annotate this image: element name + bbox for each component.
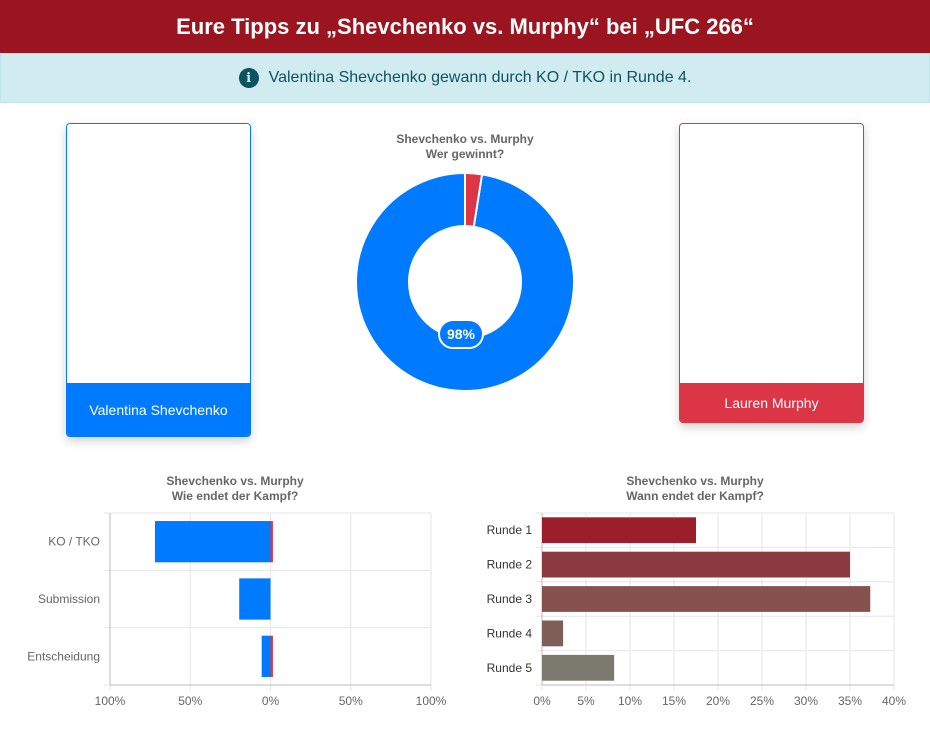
round-x-tick-label: 35%	[838, 694, 862, 708]
info-circle-icon: i	[238, 68, 259, 88]
round-category-label: Runde 1	[487, 523, 533, 537]
fighter-name-shevchenko: Valentina Shevchenko	[67, 383, 250, 436]
round-x-tick-label: 25%	[750, 694, 774, 708]
winner-donut-chart: 98%	[355, 171, 575, 392]
winner-chart-title-line2: Wer gewinnt?	[425, 147, 505, 161]
method-bar-murphy	[270, 635, 273, 677]
round-category-label: Runde 2	[487, 558, 533, 572]
method-chart-title-line2: Wie endet der Kampf?	[171, 489, 299, 503]
round-bar-2	[542, 551, 850, 578]
method-x-tick-label: 100%	[416, 694, 447, 708]
round-x-tick-label: 0%	[533, 694, 551, 708]
round-x-tick-label: 5%	[577, 694, 595, 708]
method-bar-chart: 100% 50% 0% 50% 100% KO / TKO Submission Entsch…	[27, 512, 447, 708]
winner-chart-title-line1: Shevchenko vs. Murphy	[396, 132, 534, 146]
round-chart-title-line2: Wann endet der Kampf?	[626, 489, 764, 503]
fighter-card-shevchenko[interactable]: Valentina Shevchenko	[66, 123, 251, 437]
round-category-label: Runde 5	[487, 661, 533, 675]
round-x-tick-label: 20%	[706, 694, 730, 708]
round-category-label: Runde 3	[487, 592, 533, 606]
round-chart-title: Shevchenko vs. Murphy Wann endet der Kam…	[570, 474, 820, 504]
method-bar-shevchenko	[261, 635, 271, 677]
round-category-label: Runde 4	[487, 626, 533, 640]
fighter-image-murphy	[680, 124, 863, 385]
method-category-label: Entscheidung	[27, 649, 100, 663]
round-bar-1	[542, 517, 696, 544]
method-x-tick-label: 50%	[178, 694, 202, 708]
round-bar-3	[542, 586, 871, 612]
page-header: Eure Tipps zu „Shevchenko vs. Murphy“ be…	[0, 0, 930, 53]
donut-data-label-bg	[438, 319, 484, 349]
round-x-tick-label: 10%	[618, 694, 642, 708]
method-category-label: KO / TKO	[48, 535, 100, 549]
winner-chart-title: Shevchenko vs. Murphy Wer gewinnt?	[335, 132, 595, 162]
fighter-name-murphy: Lauren Murphy	[680, 383, 863, 422]
method-x-tick-label: 50%	[339, 694, 363, 708]
result-alert: i Valentina Shevchenko gewann durch KO /…	[0, 53, 930, 103]
round-x-tick-label: 15%	[662, 694, 686, 708]
method-x-tick-label: 0%	[262, 694, 280, 708]
method-bar-shevchenko	[154, 521, 271, 563]
donut-data-label: 98%	[447, 326, 476, 342]
method-category-label: Submission	[38, 592, 100, 606]
method-x-tick-label: 100%	[95, 694, 126, 708]
method-bar-shevchenko	[239, 578, 271, 620]
donut-slice-murphy	[464, 171, 484, 228]
method-chart-title: Shevchenko vs. Murphy Wie endet der Kamp…	[110, 474, 360, 504]
round-bar-chart: 0% 5% 10% 15% 20% 25% 30% 35% 40% Runde 1 Runde 2 R…	[487, 512, 906, 708]
result-text: Valentina Shevchenko gewann durch KO / T…	[268, 69, 692, 86]
page-title: Eure Tipps zu „Shevchenko vs. Murphy“ be…	[176, 13, 754, 39]
round-x-tick-label: 40%	[882, 694, 906, 708]
donut-slice-shevchenko	[355, 171, 575, 392]
round-x-tick-label: 30%	[794, 694, 818, 708]
fighter-card-murphy[interactable]: Lauren Murphy	[679, 123, 864, 423]
round-chart-title-line1: Shevchenko vs. Murphy	[626, 474, 764, 488]
method-bar-murphy	[270, 521, 273, 563]
round-bar-4	[542, 620, 564, 647]
method-chart-title-line1: Shevchenko vs. Murphy	[166, 474, 304, 488]
fighter-image-shevchenko	[67, 124, 250, 385]
round-bar-5	[542, 654, 615, 681]
